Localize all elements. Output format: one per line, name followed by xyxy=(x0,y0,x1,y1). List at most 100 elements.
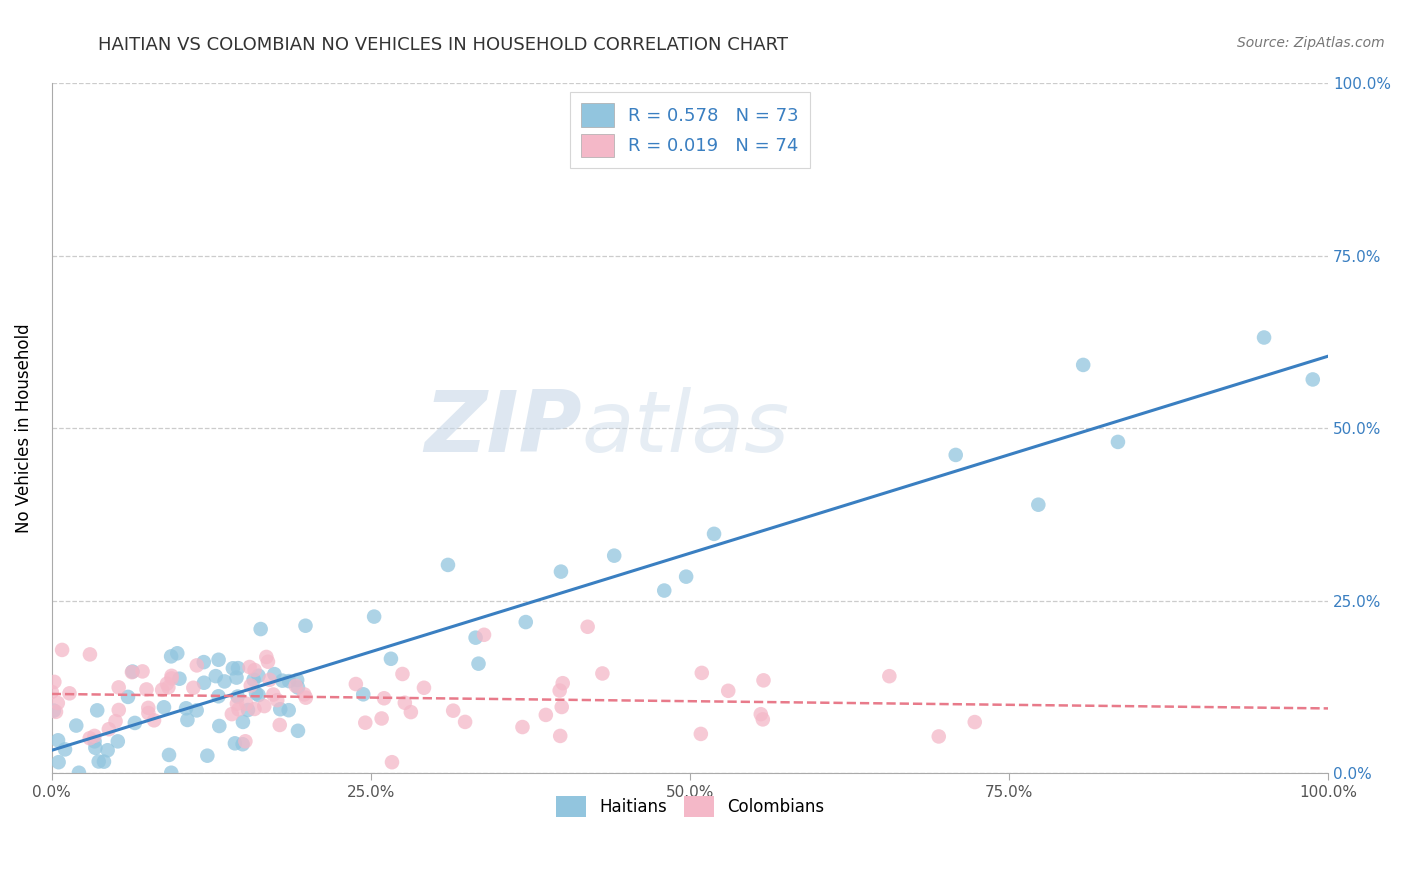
Point xyxy=(243,702,266,716)
Text: HAITIAN VS COLOMBIAN NO VEHICLES IN HOUSEHOLD CORRELATION CHART: HAITIAN VS COLOMBIAN NO VEHICLES IN HOUS… xyxy=(98,36,789,54)
Point xyxy=(53,742,76,756)
Point xyxy=(689,727,711,741)
Point xyxy=(44,674,66,689)
Point xyxy=(228,702,250,716)
Point xyxy=(42,704,65,718)
Point xyxy=(232,714,254,729)
Point xyxy=(150,682,173,697)
Point xyxy=(156,676,179,690)
Point xyxy=(214,674,236,689)
Point xyxy=(166,646,188,660)
Point xyxy=(83,734,105,748)
Point xyxy=(239,679,262,693)
Point xyxy=(97,723,120,737)
Point xyxy=(963,714,986,729)
Point xyxy=(285,673,308,687)
Point xyxy=(413,681,436,695)
Point xyxy=(58,686,80,700)
Point xyxy=(287,681,309,695)
Point xyxy=(226,690,249,704)
Point xyxy=(160,669,183,683)
Point xyxy=(243,663,266,677)
Point xyxy=(107,734,129,748)
Point xyxy=(263,667,285,681)
Point xyxy=(266,693,288,707)
Point xyxy=(160,765,183,780)
Point xyxy=(399,705,422,719)
Point xyxy=(277,703,299,717)
Point xyxy=(222,661,245,675)
Point xyxy=(352,687,374,701)
Point xyxy=(48,755,70,769)
Point xyxy=(467,657,489,671)
Point xyxy=(1253,330,1275,344)
Point xyxy=(207,690,229,704)
Point xyxy=(1302,372,1324,386)
Point xyxy=(262,688,284,702)
Point xyxy=(717,683,740,698)
Text: atlas: atlas xyxy=(582,387,789,470)
Point xyxy=(284,679,307,693)
Point xyxy=(157,681,180,695)
Point xyxy=(295,690,318,705)
Point xyxy=(271,673,294,688)
Point xyxy=(86,703,108,717)
Point xyxy=(79,648,101,662)
Point xyxy=(67,765,90,780)
Point xyxy=(548,729,571,743)
Text: Source: ZipAtlas.com: Source: ZipAtlas.com xyxy=(1237,36,1385,50)
Point xyxy=(193,655,215,669)
Point xyxy=(124,715,146,730)
Point xyxy=(928,730,950,744)
Point xyxy=(381,755,404,769)
Point xyxy=(472,628,495,642)
Point xyxy=(84,740,107,755)
Point xyxy=(195,748,218,763)
Point xyxy=(550,565,572,579)
Point xyxy=(242,673,264,687)
Point xyxy=(51,643,73,657)
Point xyxy=(259,673,281,687)
Text: ZIP: ZIP xyxy=(423,387,582,470)
Point xyxy=(548,683,571,698)
Point xyxy=(224,736,246,750)
Point xyxy=(121,665,143,679)
Point xyxy=(945,448,967,462)
Point xyxy=(207,653,229,667)
Point xyxy=(703,526,725,541)
Point xyxy=(292,688,315,702)
Point xyxy=(394,696,416,710)
Point xyxy=(534,707,557,722)
Point xyxy=(174,701,197,715)
Point xyxy=(235,734,257,748)
Point xyxy=(690,665,713,680)
Point xyxy=(208,719,231,733)
Point xyxy=(245,686,267,700)
Point xyxy=(269,718,291,732)
Point xyxy=(204,669,226,683)
Point xyxy=(107,681,129,695)
Point xyxy=(576,620,599,634)
Point xyxy=(551,676,574,690)
Point xyxy=(107,703,129,717)
Point xyxy=(226,661,249,675)
Point xyxy=(752,673,775,688)
Point xyxy=(1026,498,1049,512)
Point xyxy=(294,618,316,632)
Point xyxy=(46,696,69,710)
Point xyxy=(193,675,215,690)
Point xyxy=(169,672,191,686)
Point xyxy=(247,669,270,683)
Point xyxy=(186,703,208,717)
Point xyxy=(143,714,166,728)
Point xyxy=(83,729,105,743)
Point xyxy=(186,658,208,673)
Point xyxy=(160,649,183,664)
Point xyxy=(247,688,270,702)
Point xyxy=(45,705,67,719)
Point xyxy=(591,666,613,681)
Point xyxy=(79,731,101,746)
Point xyxy=(225,671,247,685)
Point xyxy=(257,655,280,669)
Point xyxy=(104,714,127,729)
